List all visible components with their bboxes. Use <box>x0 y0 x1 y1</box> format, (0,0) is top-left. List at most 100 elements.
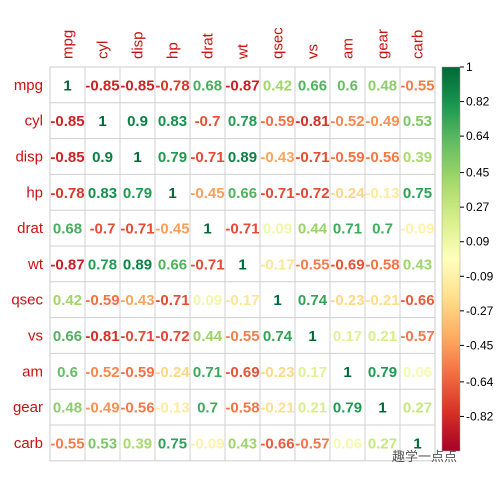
row-label-disp: disp <box>15 149 43 166</box>
cell-value-qsec-drat: 0.09 <box>193 292 222 309</box>
cell-value-drat-hp: -0.45 <box>155 221 189 238</box>
cell-value-cyl-wt: 0.78 <box>228 113 257 130</box>
cell-value-qsec-wt: -0.17 <box>225 292 259 309</box>
colorbar-tick-label: -0.64 <box>466 375 494 389</box>
cell-value-mpg-cyl: -0.85 <box>85 77 119 94</box>
cell-value-drat-vs: 0.44 <box>298 221 328 238</box>
cell-value-disp-carb: 0.39 <box>403 149 432 166</box>
cell-value-gear-carb: 0.27 <box>403 400 432 417</box>
cell-value-drat-carb: -0.09 <box>400 221 434 238</box>
cell-value-disp-mpg: -0.85 <box>50 149 84 166</box>
row-label-carb: carb <box>14 435 43 452</box>
cell-value-mpg-am: 0.6 <box>337 77 358 94</box>
cell-value-gear-mpg: 0.48 <box>53 400 82 417</box>
cell-value-vs-hp: -0.72 <box>155 328 189 345</box>
cell-value-carb-mpg: -0.55 <box>50 435 84 452</box>
cell-value-cyl-am: -0.52 <box>330 113 364 130</box>
cell-value-mpg-drat: 0.68 <box>193 77 222 94</box>
cell-value-hp-hp: 1 <box>168 185 176 202</box>
column-label-disp: disp <box>130 31 147 59</box>
row-label-vs: vs <box>28 328 43 345</box>
row-label-qsec: qsec <box>11 292 43 309</box>
cell-value-vs-wt: -0.55 <box>225 328 259 345</box>
watermark-text: 趣学一点点 <box>392 450 458 465</box>
colorbar-tick-label: 0.64 <box>466 129 490 143</box>
cell-value-gear-disp: -0.56 <box>120 400 154 417</box>
cell-value-vs-qsec: 0.74 <box>263 328 293 345</box>
cell-value-drat-drat: 1 <box>203 221 211 238</box>
cell-value-gear-am: 0.79 <box>333 400 362 417</box>
cell-value-drat-gear: 0.7 <box>372 221 393 238</box>
cell-value-mpg-disp: -0.85 <box>120 77 154 94</box>
cell-value-disp-vs: -0.71 <box>295 149 329 166</box>
colorbar-tick-label: 0.27 <box>466 200 490 214</box>
row-label-drat: drat <box>17 220 44 237</box>
cell-value-qsec-gear: -0.21 <box>365 292 399 309</box>
column-label-hp: hp <box>165 42 182 59</box>
cell-value-mpg-wt: -0.87 <box>225 77 259 94</box>
cell-value-hp-drat: -0.45 <box>190 185 224 202</box>
cell-value-wt-drat: -0.71 <box>190 256 224 273</box>
cell-value-gear-cyl: -0.49 <box>85 400 119 417</box>
cell-value-qsec-mpg: 0.42 <box>53 292 82 309</box>
cell-value-am-carb: 0.06 <box>403 364 432 381</box>
cell-value-vs-gear: 0.21 <box>368 328 397 345</box>
cell-value-hp-mpg: -0.78 <box>50 185 84 202</box>
cell-value-vs-vs: 1 <box>308 328 316 345</box>
cell-value-cyl-vs: -0.81 <box>295 113 329 130</box>
cell-value-cyl-gear: -0.49 <box>365 113 399 130</box>
cell-value-disp-disp: 1 <box>133 149 141 166</box>
cell-value-mpg-qsec: 0.42 <box>263 77 292 94</box>
cell-value-am-drat: 0.71 <box>193 364 222 381</box>
cell-value-drat-qsec: 0.09 <box>263 221 292 238</box>
cell-value-hp-wt: 0.66 <box>228 185 257 202</box>
column-label-vs: vs <box>305 44 322 59</box>
cell-value-disp-am: -0.59 <box>330 149 364 166</box>
column-label-mpg: mpg <box>60 30 77 59</box>
cell-value-am-gear: 0.79 <box>368 364 397 381</box>
cell-value-vs-carb: -0.57 <box>400 328 434 345</box>
cell-value-am-am: 1 <box>343 364 351 381</box>
cell-value-mpg-hp: -0.78 <box>155 77 189 94</box>
cell-value-hp-carb: 0.75 <box>403 185 432 202</box>
cell-value-am-vs: 0.17 <box>298 364 327 381</box>
cell-value-qsec-cyl: -0.59 <box>85 292 119 309</box>
cell-value-gear-wt: -0.58 <box>225 400 259 417</box>
column-label-wt: wt <box>235 43 252 60</box>
colorbar-tick-label: -0.09 <box>466 269 494 283</box>
cell-value-mpg-carb: -0.55 <box>400 77 434 94</box>
cell-value-carb-wt: 0.43 <box>228 435 257 452</box>
cell-value-vs-disp: -0.71 <box>120 328 154 345</box>
cell-value-disp-gear: -0.56 <box>365 149 399 166</box>
cell-value-carb-hp: 0.75 <box>158 435 187 452</box>
column-label-am: am <box>340 38 357 59</box>
cell-value-am-mpg: 0.6 <box>57 364 78 381</box>
cell-value-qsec-qsec: 1 <box>273 292 281 309</box>
cell-value-vs-drat: 0.44 <box>193 328 223 345</box>
cell-value-am-disp: -0.59 <box>120 364 154 381</box>
row-label-mpg: mpg <box>14 77 43 94</box>
cell-value-qsec-disp: -0.43 <box>120 292 154 309</box>
cell-value-qsec-hp: -0.71 <box>155 292 189 309</box>
colorbar <box>441 66 461 452</box>
cell-value-hp-gear: -0.13 <box>365 185 399 202</box>
cell-value-qsec-vs: 0.74 <box>298 292 328 309</box>
cell-value-qsec-am: -0.23 <box>330 292 364 309</box>
cell-value-gear-drat: 0.7 <box>197 400 218 417</box>
row-label-wt: wt <box>27 256 44 273</box>
cell-value-drat-disp: -0.71 <box>120 221 154 238</box>
cell-value-gear-vs: 0.21 <box>298 400 327 417</box>
cell-value-mpg-mpg: 1 <box>63 77 71 94</box>
row-label-hp: hp <box>26 184 43 201</box>
cell-value-vs-mpg: 0.66 <box>53 328 82 345</box>
cell-value-am-cyl: -0.52 <box>85 364 119 381</box>
colorbar-tick-label: 0.45 <box>466 166 490 180</box>
column-label-qsec: qsec <box>270 27 287 59</box>
cell-value-cyl-qsec: -0.59 <box>260 113 294 130</box>
colorbar-tick-label: 0.09 <box>466 235 490 249</box>
cell-value-cyl-drat: -0.7 <box>195 113 221 130</box>
column-label-carb: carb <box>410 30 427 59</box>
cell-value-drat-mpg: 0.68 <box>53 221 82 238</box>
cell-value-carb-disp: 0.39 <box>123 435 152 452</box>
cell-value-carb-carb: 1 <box>413 435 421 452</box>
